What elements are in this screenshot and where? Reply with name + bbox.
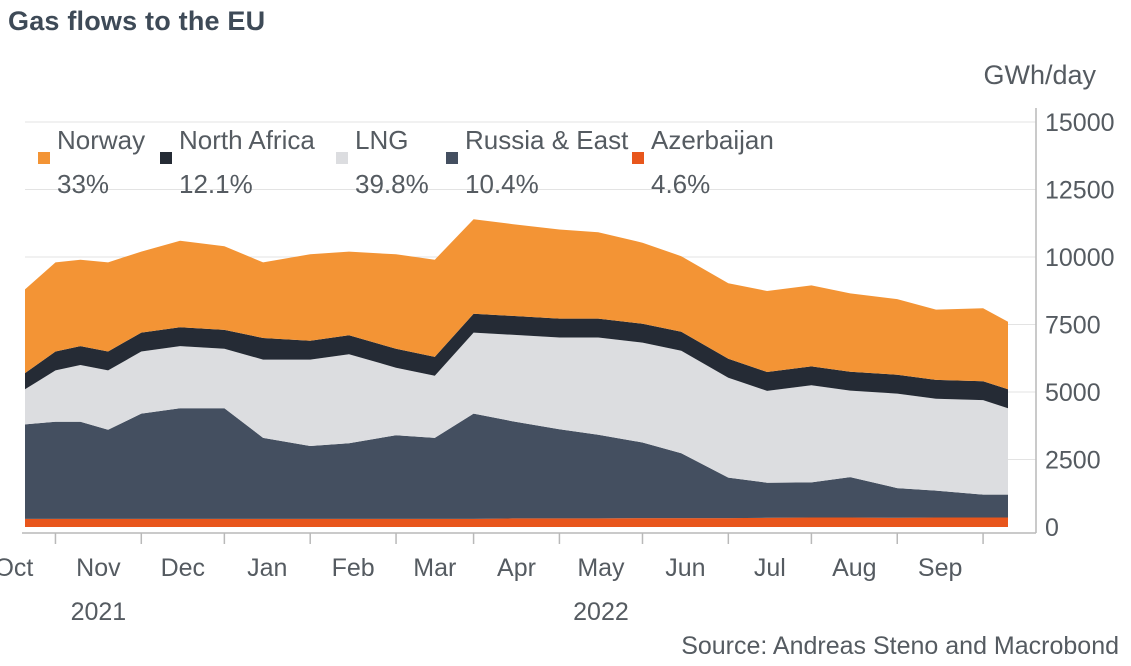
year-label-2021: 2021: [71, 598, 127, 626]
area-russia: [25, 408, 1008, 519]
area-series: [25, 219, 1008, 527]
legend-item-azerbaijan: Azerbaijan 4.6%: [632, 125, 774, 199]
y-tick-label-2500: 2500: [1045, 447, 1101, 475]
legend-label: Russia & East: [465, 125, 629, 155]
area-north-africa: [25, 313, 1008, 409]
y-tick-label-5000: 5000: [1045, 379, 1101, 407]
legend-label: Norway: [57, 125, 145, 155]
y-tick-label-12500: 12500: [1045, 177, 1115, 205]
x-tick-label-nov: Nov: [76, 554, 121, 582]
y-tick-label-0: 0: [1045, 514, 1059, 542]
area-norway: [25, 219, 1008, 390]
x-tick-label-may: May: [577, 554, 625, 582]
legend-item-lng: LNG 39.8%: [336, 125, 429, 199]
source-note: Source: Andreas Steno and Macrobond: [681, 632, 1119, 660]
y-tick-label-7500: 7500: [1045, 312, 1101, 340]
y-axis-unit: GWh/day: [983, 60, 1096, 90]
area-lng: [25, 332, 1008, 495]
legend-item-norway: Norway 33%: [38, 125, 145, 199]
legend-swatch: [632, 152, 644, 164]
legend-label: Azerbaijan: [651, 125, 774, 155]
legend-item-russia: Russia & East 10.4%: [446, 125, 629, 199]
y-tick-label-15000: 15000: [1045, 109, 1115, 137]
axes: 0 2500 5000 7500 10000 12500 15000 Oct Nov Dec Jan…: [0, 108, 1115, 626]
legend-share: 33%: [57, 169, 109, 199]
chart-title: Gas flows to the EU: [8, 6, 266, 36]
legend-label: LNG: [355, 125, 408, 155]
legend-item-north-africa: North Africa 12.1%: [160, 125, 315, 199]
x-tick-label-dec: Dec: [161, 554, 205, 582]
x-tick-label-feb: Feb: [332, 554, 375, 582]
legend-share: 10.4%: [465, 169, 539, 199]
area-azerbaijan: [25, 517, 1008, 527]
legend-share: 4.6%: [651, 169, 710, 199]
x-tick-label-jul: Jul: [754, 554, 786, 582]
x-tick-label-sep: Sep: [918, 554, 962, 582]
legend-label: North Africa: [179, 125, 315, 155]
year-label-2022: 2022: [573, 598, 629, 626]
legend: Norway 33% North Africa 12.1% LNG 39.8% Russia…: [38, 125, 774, 199]
x-tick-label-oct: Oct: [0, 554, 33, 582]
legend-swatch: [336, 152, 348, 164]
x-tick-label-mar: Mar: [413, 554, 456, 582]
legend-share: 12.1%: [179, 169, 253, 199]
x-tick-label-aug: Aug: [832, 554, 876, 582]
legend-swatch: [160, 152, 172, 164]
x-tick-label-jan: Jan: [247, 554, 287, 582]
legend-swatch: [38, 152, 50, 164]
legend-swatch: [446, 152, 458, 164]
x-tick-label-jun: Jun: [665, 554, 705, 582]
y-tick-label-10000: 10000: [1045, 244, 1115, 272]
legend-share: 39.8%: [355, 169, 429, 199]
x-tick-label-apr: Apr: [497, 554, 536, 582]
